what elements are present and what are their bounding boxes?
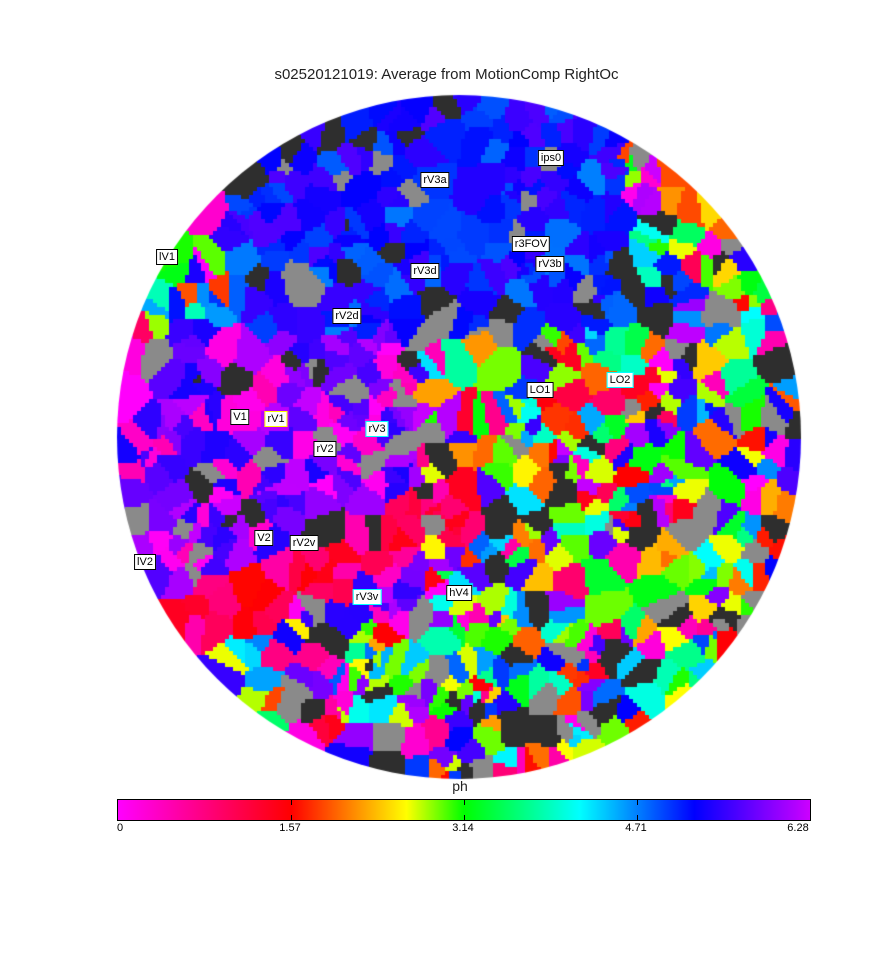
roi-label-LO1: LO1 — [526, 382, 554, 398]
roi-label-V1: V1 — [230, 409, 250, 425]
colorbar-tick-label: 4.71 — [625, 822, 647, 834]
flatmap-phase-image — [0, 0, 893, 800]
roi-label-rV3v: rV3v — [352, 589, 382, 605]
roi-label-r3FOV: r3FOV — [511, 236, 551, 252]
colorbar-tick — [291, 800, 292, 820]
colorbar — [117, 799, 811, 821]
roi-label-rV2d: rV2d — [332, 308, 362, 324]
colorbar-tick-label: 6.28 — [787, 822, 809, 834]
colorbar-tick-label: 0 — [116, 822, 124, 834]
colorbar-tick-label: 1.57 — [279, 822, 301, 834]
roi-label-LO2: LO2 — [606, 372, 634, 388]
roi-label-rV3d: rV3d — [410, 263, 440, 279]
roi-label-rV3a: rV3a — [420, 172, 450, 188]
roi-label-rV3: rV3 — [365, 421, 389, 437]
roi-label-ips0: ips0 — [537, 150, 565, 166]
roi-label-rV3b: rV3b — [535, 256, 565, 272]
roi-label-rV1: rV1 — [264, 411, 288, 427]
colorbar-label: ph — [452, 778, 468, 794]
roi-label-lV1: lV1 — [156, 249, 178, 265]
roi-label-rV2: rV2 — [313, 441, 337, 457]
roi-label-lV2: lV2 — [134, 554, 156, 570]
colorbar-tick — [464, 800, 465, 820]
colorbar-tick-label: 3.14 — [452, 822, 474, 834]
colorbar-tick — [637, 800, 638, 820]
roi-label-hV4: hV4 — [446, 585, 472, 601]
roi-label-V2: V2 — [254, 530, 274, 546]
roi-label-rV2v: rV2v — [289, 535, 319, 551]
figure-title: s02520121019: Average from MotionComp Ri… — [274, 66, 619, 83]
